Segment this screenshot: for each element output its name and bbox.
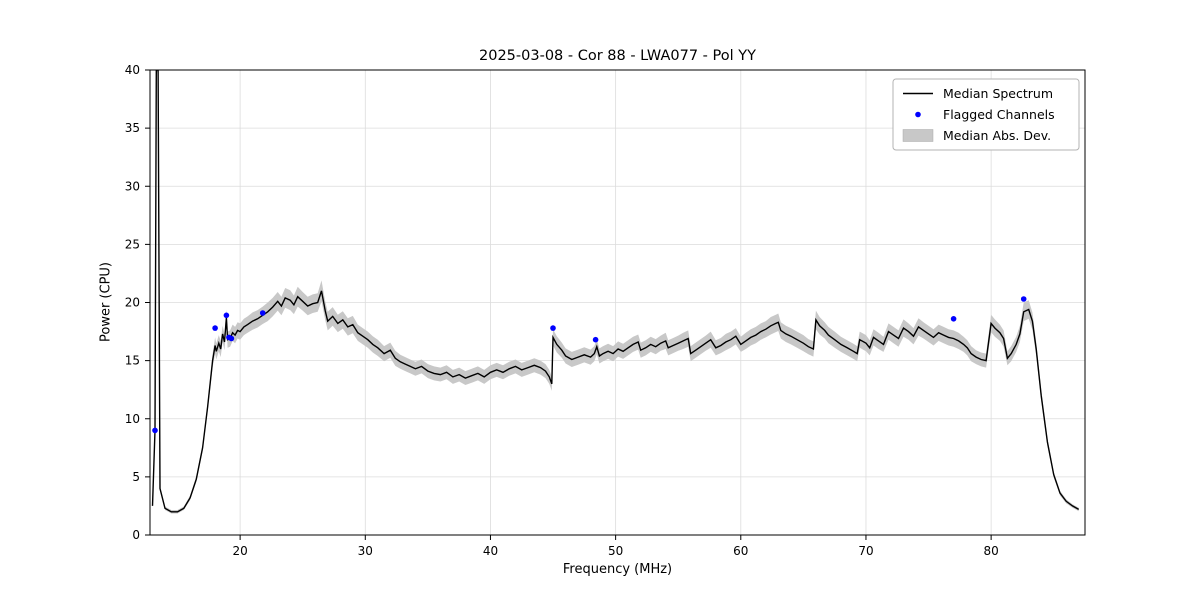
x-tick-label: 20 [232, 544, 247, 558]
y-axis-label: Power (CPU) [98, 261, 114, 343]
flagged-channel-dot [223, 312, 230, 319]
axis-ticks: 20 30 40 50 60 70 80 0 5 10 15 20 25 30 35 40 [125, 63, 999, 558]
chart-title: 2025-03-08 - Cor 88 - LWA077 - Pol YY [479, 48, 756, 64]
flagged-channel-dot [259, 310, 266, 316]
flagged-channels-points [152, 296, 1027, 434]
x-tick-label: 30 [358, 544, 373, 558]
y-tick-label: 10 [125, 412, 140, 426]
flagged-channel-dot [592, 336, 599, 343]
y-tick-label: 15 [125, 354, 140, 368]
legend-label: Flagged Channels [943, 107, 1055, 122]
legend-label: Median Abs. Dev. [943, 128, 1051, 143]
y-tick-label: 40 [125, 63, 140, 77]
x-tick-label: 40 [483, 544, 498, 558]
flagged-channel-dot [228, 335, 235, 342]
y-tick-label: 20 [125, 296, 140, 310]
y-tick-label: 25 [125, 237, 140, 251]
flagged-channel-dot [1020, 296, 1027, 302]
legend-patch-sample [902, 129, 934, 142]
x-tick-label: 70 [858, 544, 873, 558]
x-tick-label: 60 [733, 544, 748, 558]
x-axis-label: Frequency (MHz) [562, 562, 673, 577]
y-tick-label: 5 [132, 470, 140, 484]
legend-dot-sample [915, 111, 921, 118]
flagged-channel-dot [550, 325, 556, 331]
flagged-channel-dot [950, 316, 957, 322]
y-tick-label: 30 [125, 179, 140, 193]
y-tick-label: 0 [132, 528, 140, 542]
x-tick-label: 50 [608, 544, 623, 558]
x-tick-label: 80 [983, 544, 998, 558]
legend: Median Spectrum Flagged Channels Median Ab… [892, 78, 1080, 151]
median-spectrum-line [151, 70, 1080, 513]
flagged-channel-dot [152, 427, 158, 434]
flagged-channel-dot [212, 325, 218, 331]
y-tick-label: 35 [125, 121, 140, 135]
legend-label: Median Spectrum [943, 86, 1053, 101]
